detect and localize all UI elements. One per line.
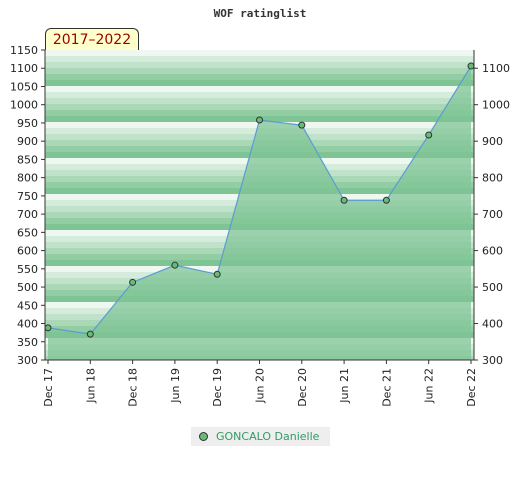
background-band xyxy=(45,50,474,56)
background-band xyxy=(45,98,474,104)
series-area xyxy=(48,66,471,360)
left-tick-label: 550 xyxy=(17,263,38,276)
left-tick-label: 1000 xyxy=(10,99,38,112)
background-band xyxy=(45,62,474,68)
x-tick-label: Jun 22 xyxy=(423,368,436,404)
data-point[interactable] xyxy=(467,62,475,70)
left-tick-label: 450 xyxy=(17,299,38,312)
x-tick-label: Jun 21 xyxy=(338,368,351,404)
legend[interactable]: GONCALO Danielle xyxy=(191,427,330,446)
data-point[interactable] xyxy=(44,324,52,332)
chart-title: WOF ratinglist xyxy=(214,7,307,20)
data-point[interactable] xyxy=(86,330,94,338)
data-point[interactable] xyxy=(382,196,390,204)
left-tick-label: 750 xyxy=(17,190,38,203)
data-point[interactable] xyxy=(129,278,137,286)
right-tick-label: 400 xyxy=(482,318,503,331)
left-tick-label: 350 xyxy=(17,336,38,349)
background-band xyxy=(45,86,474,92)
x-tick-label: Dec 17 xyxy=(42,368,55,407)
right-tick-label: 300 xyxy=(482,354,503,367)
right-tick-label: 500 xyxy=(482,281,503,294)
x-tick-label: Dec 22 xyxy=(465,368,478,407)
data-point[interactable] xyxy=(256,116,263,124)
left-tick-label: 1050 xyxy=(10,80,38,93)
background-band xyxy=(45,68,474,74)
background-band xyxy=(45,104,474,110)
left-tick-label: 900 xyxy=(17,135,38,148)
x-tick-label: Jun 20 xyxy=(254,368,267,404)
data-point[interactable] xyxy=(298,121,306,129)
right-tick-label: 1100 xyxy=(482,62,510,75)
left-tick-label: 700 xyxy=(17,208,38,221)
right-tick-label: 1000 xyxy=(482,99,510,112)
left-tick-label: 800 xyxy=(17,172,38,185)
x-tick-label: Dec 21 xyxy=(380,368,393,407)
background-band xyxy=(45,110,474,116)
data-points xyxy=(44,62,475,338)
left-tick-label: 650 xyxy=(17,226,38,239)
legend-marker-icon xyxy=(199,432,208,441)
right-tick-label: 800 xyxy=(482,172,503,185)
background-band xyxy=(45,80,474,86)
background-band xyxy=(45,56,474,62)
data-point[interactable] xyxy=(171,261,179,269)
x-tick-label: Jun 19 xyxy=(169,368,182,404)
background-band xyxy=(45,74,474,80)
background-band xyxy=(45,92,474,98)
right-tick-label: 600 xyxy=(482,245,503,258)
period-label: 2017–2022 xyxy=(45,28,139,50)
left-tick-label: 600 xyxy=(17,245,38,258)
data-point[interactable] xyxy=(425,131,433,139)
legend-label: GONCALO Danielle xyxy=(216,430,320,443)
left-tick-label: 850 xyxy=(17,153,38,166)
data-point[interactable] xyxy=(213,270,221,278)
x-tick-label: Jun 18 xyxy=(84,368,97,404)
left-tick-label: 500 xyxy=(17,281,38,294)
data-point[interactable] xyxy=(340,196,348,204)
left-tick-label: 1100 xyxy=(10,62,38,75)
x-tick-label: Dec 19 xyxy=(211,368,224,407)
left-tick-label: 300 xyxy=(17,354,38,367)
left-tick-label: 400 xyxy=(17,318,38,331)
left-tick-label: 1150 xyxy=(10,44,38,57)
x-tick-label: Dec 18 xyxy=(127,368,140,407)
left-tick-label: 950 xyxy=(17,117,38,130)
right-tick-label: 900 xyxy=(482,135,503,148)
axes: 300 350 400 450 500 550 600 650 700 750 800 850 900 9… xyxy=(10,44,510,407)
x-tick-label: Dec 20 xyxy=(296,368,309,407)
right-tick-label: 700 xyxy=(482,208,503,221)
